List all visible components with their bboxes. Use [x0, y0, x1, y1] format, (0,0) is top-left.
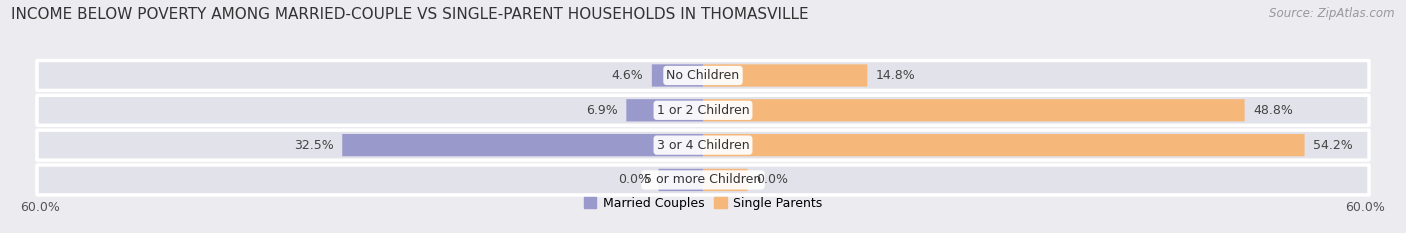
- Text: 32.5%: 32.5%: [294, 139, 333, 152]
- FancyBboxPatch shape: [703, 169, 748, 191]
- FancyBboxPatch shape: [703, 99, 1244, 121]
- Text: 60.0%: 60.0%: [21, 201, 60, 214]
- FancyBboxPatch shape: [37, 165, 1369, 195]
- Text: 0.0%: 0.0%: [756, 173, 789, 186]
- Text: Source: ZipAtlas.com: Source: ZipAtlas.com: [1270, 7, 1395, 20]
- FancyBboxPatch shape: [37, 61, 1369, 90]
- Text: 0.0%: 0.0%: [617, 173, 650, 186]
- FancyBboxPatch shape: [658, 169, 703, 191]
- FancyBboxPatch shape: [37, 95, 1369, 125]
- Text: 54.2%: 54.2%: [1313, 139, 1353, 152]
- FancyBboxPatch shape: [652, 64, 703, 87]
- FancyBboxPatch shape: [626, 99, 703, 121]
- Text: 5 or more Children: 5 or more Children: [644, 173, 762, 186]
- Text: No Children: No Children: [666, 69, 740, 82]
- Text: 4.6%: 4.6%: [612, 69, 643, 82]
- FancyBboxPatch shape: [703, 64, 868, 87]
- Text: INCOME BELOW POVERTY AMONG MARRIED-COUPLE VS SINGLE-PARENT HOUSEHOLDS IN THOMASV: INCOME BELOW POVERTY AMONG MARRIED-COUPL…: [11, 7, 808, 22]
- FancyBboxPatch shape: [703, 134, 1305, 156]
- Text: 1 or 2 Children: 1 or 2 Children: [657, 104, 749, 117]
- Text: 3 or 4 Children: 3 or 4 Children: [657, 139, 749, 152]
- Text: 60.0%: 60.0%: [1346, 201, 1385, 214]
- FancyBboxPatch shape: [37, 130, 1369, 160]
- Text: 14.8%: 14.8%: [876, 69, 915, 82]
- Text: 6.9%: 6.9%: [586, 104, 617, 117]
- Legend: Married Couples, Single Parents: Married Couples, Single Parents: [583, 197, 823, 210]
- FancyBboxPatch shape: [342, 134, 703, 156]
- Text: 48.8%: 48.8%: [1253, 104, 1294, 117]
